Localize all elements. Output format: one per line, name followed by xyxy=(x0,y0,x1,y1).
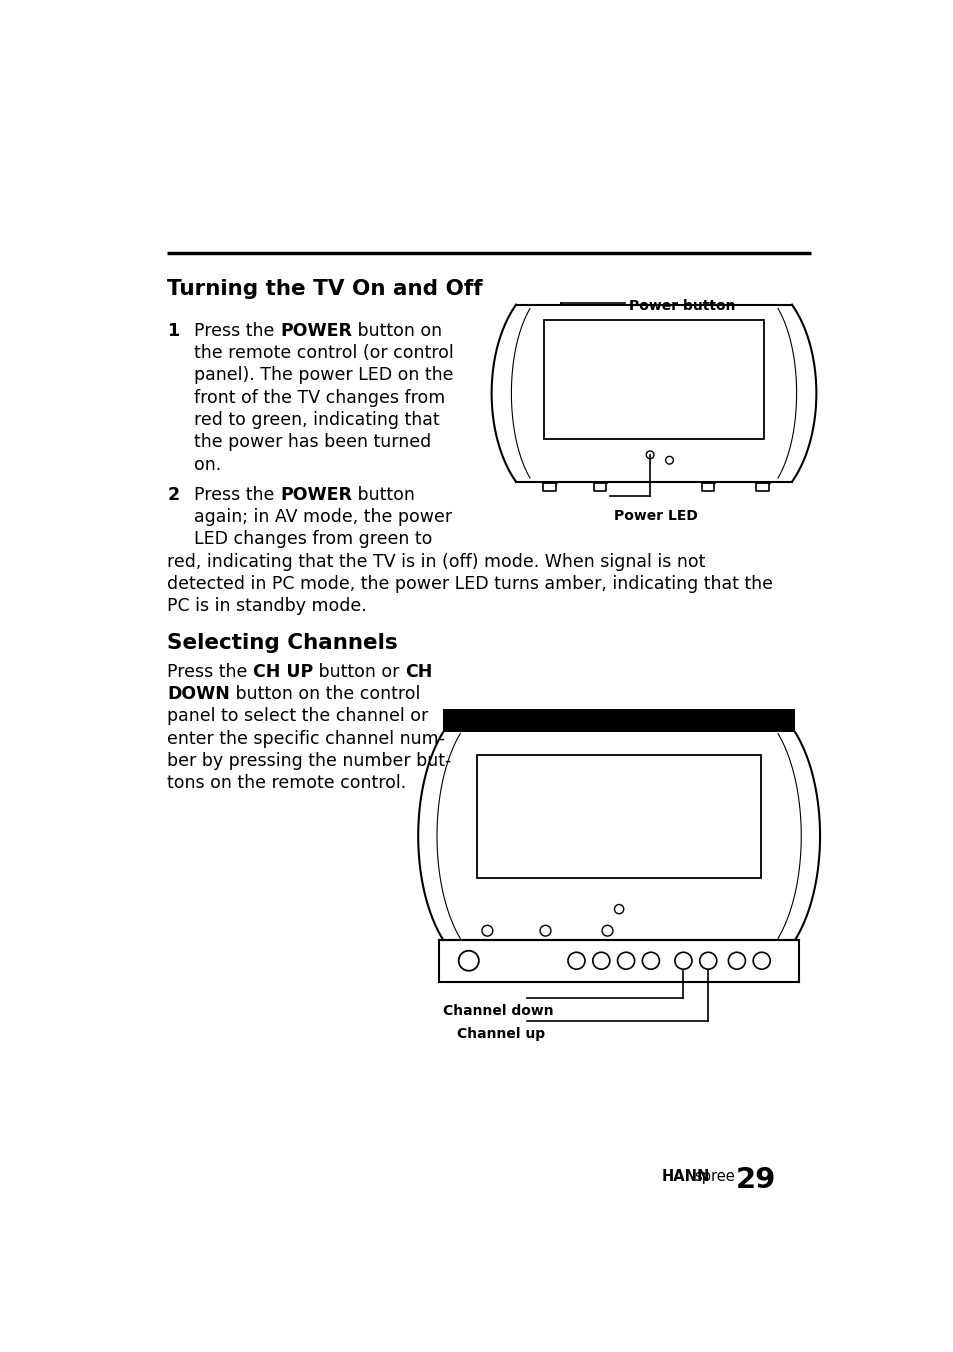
Bar xyxy=(443,708,794,731)
Text: spree: spree xyxy=(694,1169,734,1184)
Text: Power LED: Power LED xyxy=(613,508,697,523)
Text: Press the: Press the xyxy=(167,662,253,681)
Text: Press the: Press the xyxy=(194,322,280,339)
Text: POWER: POWER xyxy=(280,322,352,339)
Text: panel to select the channel or: panel to select the channel or xyxy=(167,707,428,726)
Bar xyxy=(476,756,760,879)
Text: enter the specific channel num-: enter the specific channel num- xyxy=(167,730,445,748)
Text: Press the: Press the xyxy=(194,485,280,504)
Text: DOWN: DOWN xyxy=(167,685,230,703)
Text: 2: 2 xyxy=(167,485,179,504)
Text: red to green, indicating that: red to green, indicating that xyxy=(194,411,439,429)
Text: Turning the TV On and Off: Turning the TV On and Off xyxy=(167,280,482,299)
Text: LED changes from green to: LED changes from green to xyxy=(194,530,433,549)
Text: Channel down: Channel down xyxy=(443,1003,554,1018)
Text: the power has been turned: the power has been turned xyxy=(194,433,431,452)
Text: ber by pressing the number but-: ber by pressing the number but- xyxy=(167,752,451,771)
Text: 29: 29 xyxy=(735,1167,775,1194)
Text: Channel up: Channel up xyxy=(456,1028,545,1041)
Text: again; in AV mode, the power: again; in AV mode, the power xyxy=(194,508,452,526)
Text: detected in PC mode, the power LED turns amber, indicating that the: detected in PC mode, the power LED turns… xyxy=(167,575,773,594)
Text: panel). The power LED on the: panel). The power LED on the xyxy=(194,366,454,384)
Text: front of the TV changes from: front of the TV changes from xyxy=(194,388,445,407)
Text: CH UP: CH UP xyxy=(253,662,314,681)
Text: Selecting Channels: Selecting Channels xyxy=(167,634,397,653)
Text: the remote control (or control: the remote control (or control xyxy=(194,343,454,362)
Text: 1: 1 xyxy=(167,322,179,339)
Text: tons on the remote control.: tons on the remote control. xyxy=(167,775,406,792)
Text: HANN: HANN xyxy=(661,1169,709,1184)
Text: button or: button or xyxy=(314,662,405,681)
Text: CH: CH xyxy=(405,662,433,681)
Text: Power button: Power button xyxy=(629,299,735,312)
Text: PC is in standby mode.: PC is in standby mode. xyxy=(167,598,367,615)
Text: button: button xyxy=(352,485,415,504)
Text: on.: on. xyxy=(194,456,221,473)
Text: button on the control: button on the control xyxy=(230,685,420,703)
Text: POWER: POWER xyxy=(280,485,352,504)
Text: button on: button on xyxy=(352,322,442,339)
Text: red, indicating that the TV is in (off) mode. When signal is not: red, indicating that the TV is in (off) … xyxy=(167,553,705,571)
